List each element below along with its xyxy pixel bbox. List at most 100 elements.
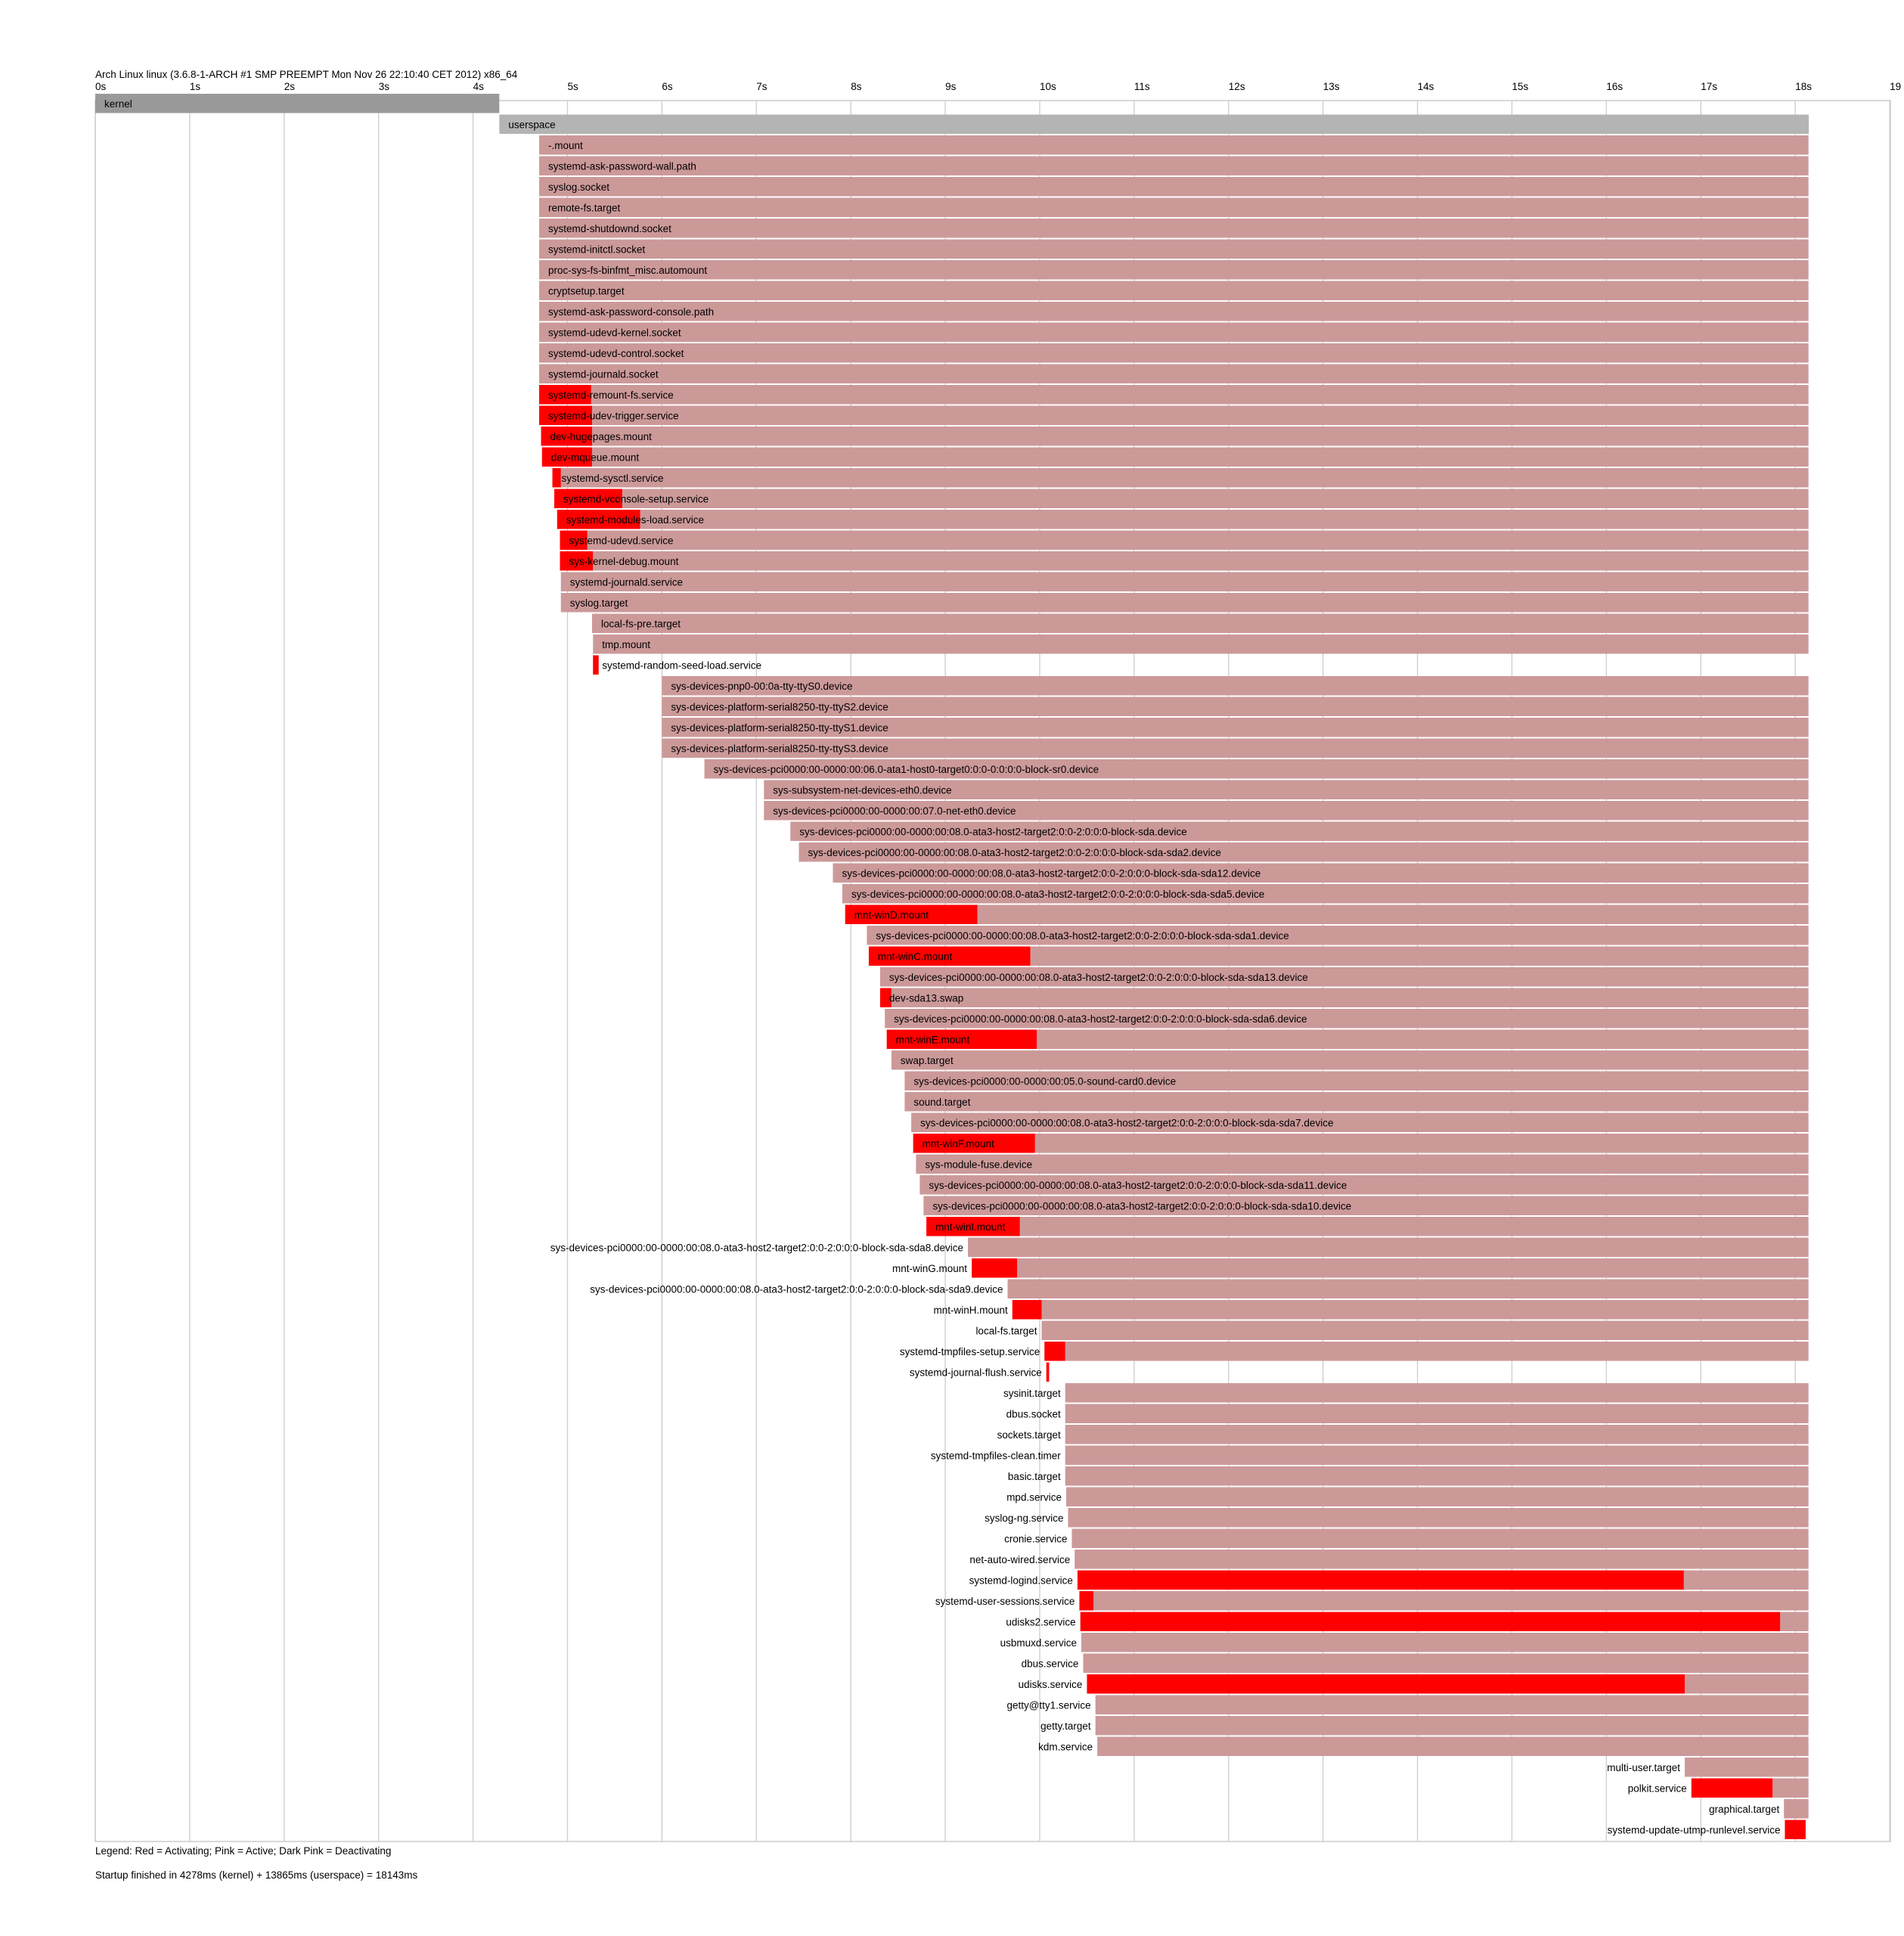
active-bar [1097, 1736, 1809, 1756]
active-bar [662, 697, 1809, 716]
active-bar [1683, 1570, 1809, 1590]
active-bar [1065, 1445, 1809, 1465]
unit-label: sys-devices-pci0000:00-0000:00:08.0-ata3… [842, 868, 1261, 880]
time-axis-ticks: 0s 1s 2s 3s 4s 5s 6s 7s 8s 9s 10s 11s 12s 13s 14s 15s 16… [95, 81, 1901, 92]
activating-bar [557, 510, 640, 529]
activating-bar [879, 988, 892, 1007]
tick-label: 9s [945, 81, 957, 92]
unit-label: systemd-udevd.service [569, 535, 674, 547]
active-bar [833, 863, 1809, 883]
legend-text: Legend: Red = Activating; Pink = Active;… [95, 1845, 391, 1857]
tick-label: 12s [1229, 81, 1245, 92]
unit-label: mnt-winC.mount [878, 951, 953, 963]
unit-label: systemd-update-utmp-runlevel.service [1608, 1825, 1781, 1836]
active-bar [1685, 1758, 1809, 1777]
active-bar [539, 260, 1809, 280]
active-bar [1095, 1716, 1809, 1736]
unit-label: dbus.service [1022, 1658, 1079, 1670]
unit-label: systemd-remount-fs.service [548, 389, 674, 401]
unit-label: dev-sda13.swap [889, 993, 963, 1004]
active-bar [662, 718, 1809, 737]
unit-label: mnt-winG.mount [892, 1263, 967, 1274]
activating-bar [926, 1217, 1020, 1236]
activating-bar [1046, 1362, 1050, 1382]
activating-bar [972, 1258, 1018, 1278]
unit-label: net-auto-wired.service [969, 1554, 1070, 1565]
activating-bar [1080, 1612, 1781, 1631]
unit-label: syslog.socket [548, 182, 609, 193]
active-bar [790, 821, 1809, 841]
tick-label: 16s [1606, 81, 1623, 92]
tick-label: 4s [473, 81, 485, 92]
activating-bar [1012, 1300, 1042, 1320]
activating-bar [886, 1029, 1037, 1049]
activating-bar [560, 551, 594, 571]
active-bar [891, 988, 1809, 1007]
activating-bar [1087, 1674, 1685, 1694]
unit-label: cronie.service [1004, 1534, 1067, 1545]
active-bar [879, 967, 1809, 987]
active-bar [539, 239, 1809, 259]
chart-title: Arch Linux linux (3.6.8-1-ARCH #1 SMP PR… [95, 69, 518, 80]
active-bar [1037, 1029, 1809, 1049]
unit-label: systemd-journald.socket [548, 369, 659, 380]
active-bar [904, 1071, 1809, 1091]
unit-label: udisks.service [1019, 1679, 1083, 1690]
unit-label: systemd-user-sessions.service [935, 1596, 1075, 1607]
active-bar [1074, 1550, 1809, 1569]
userspace-bar [499, 114, 1809, 134]
active-bar [1083, 1653, 1809, 1673]
active-bar [891, 1050, 1809, 1070]
active-bar [1065, 1404, 1809, 1423]
active-bar [560, 593, 1809, 613]
active-bar [1019, 1217, 1809, 1236]
unit-label: usbmuxd.service [1000, 1637, 1077, 1649]
unit-label: sys-devices-platform-serial8250-tty-ttyS… [671, 722, 888, 734]
unit-label: syslog-ng.service [985, 1512, 1063, 1524]
unit-label: sys-devices-pci0000:00-0000:00:05.0-soun… [913, 1076, 1176, 1087]
active-bar [1065, 1466, 1809, 1486]
unit-label: systemd-udev-trigger.service [548, 411, 679, 422]
unit-label: cryptsetup.target [548, 286, 625, 297]
active-bar [764, 780, 1809, 799]
unit-label: systemd-udevd-kernel.socket [548, 327, 681, 339]
active-bar [640, 510, 1809, 529]
kernel-bar [95, 94, 500, 113]
unit-label: -.mount [548, 140, 583, 151]
active-bar [1780, 1612, 1809, 1631]
active-bar [622, 489, 1809, 508]
unit-label: polkit.service [1628, 1783, 1687, 1795]
tick-label: 7s [756, 81, 767, 92]
unit-label: systemd-udevd-control.socket [548, 348, 684, 359]
active-bar [911, 1112, 1809, 1132]
unit-label: userspace [508, 119, 555, 131]
active-bar [1041, 1320, 1809, 1340]
active-bar [704, 759, 1809, 779]
unit-label: kernel [104, 98, 132, 110]
active-bar [1041, 1300, 1809, 1320]
activating-bar [552, 468, 561, 488]
active-bar [539, 156, 1809, 175]
active-bar [977, 904, 1809, 924]
unit-label: sys-devices-pci0000:00-0000:00:08.0-ata3… [894, 1013, 1307, 1025]
active-bar [593, 551, 1809, 571]
active-bar [1030, 946, 1809, 966]
unit-label: sysinit.target [1003, 1388, 1061, 1399]
unit-label: sys-devices-pci0000:00-0000:00:08.0-ata3… [799, 827, 1187, 838]
active-bar [539, 135, 1809, 155]
tick-label: 15s [1512, 81, 1529, 92]
unit-label: mnt-winH.mount [933, 1305, 1008, 1316]
unit-label: tmp.mount [602, 639, 650, 650]
active-bar [1065, 1383, 1809, 1403]
unit-label: remote-fs.target [548, 203, 621, 214]
unit-label: sys-devices-pci0000:00-0000:00:08.0-ata3… [876, 930, 1288, 942]
active-bar [1081, 1633, 1809, 1652]
active-bar [1065, 1342, 1809, 1361]
unit-label: systemd-shutdownd.socket [548, 223, 671, 234]
active-bar [539, 219, 1809, 238]
activating-bar [541, 427, 592, 446]
unit-label: syslog.target [570, 597, 628, 609]
active-bar [1017, 1258, 1809, 1278]
tick-label: 18s [1795, 81, 1812, 92]
